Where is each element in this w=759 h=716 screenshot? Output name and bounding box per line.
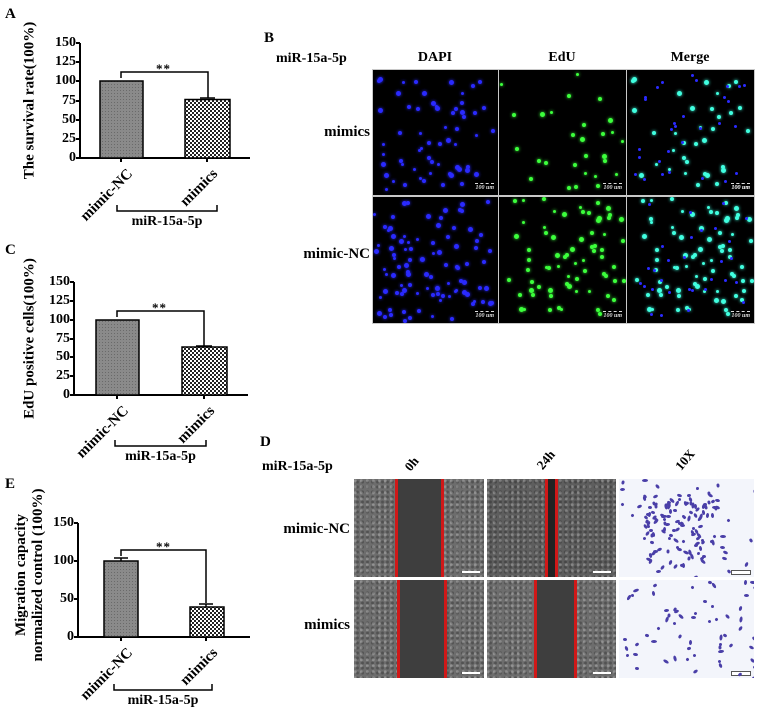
image-mimic-nc-edu: 100 um — [499, 197, 626, 323]
column-header-edu: EdU — [548, 50, 576, 65]
chart-c-edu-positive: EdU positive cells(100%) 0 25 50 75 100 … — [0, 240, 260, 470]
image-mimics-merge: 100 um 100 um — [627, 70, 754, 195]
image-mimic-nc-24h — [487, 479, 616, 577]
group-label: miR-15a-5p — [127, 693, 199, 708]
y-tick: 50 — [60, 591, 74, 606]
image-mimics-0h — [354, 580, 484, 678]
column-header-24h: 24h — [533, 447, 558, 473]
column-header-0h: 0h — [401, 453, 422, 474]
row-label-mimics: mimics — [324, 124, 370, 140]
y-tick: 75 — [62, 93, 76, 108]
panel-label-b: B — [264, 30, 275, 46]
y-tick: 50 — [62, 112, 76, 127]
panel-label-e: E — [5, 476, 16, 492]
image-mimics-edu: 100 um — [499, 70, 626, 195]
chart-c-plot — [70, 281, 248, 447]
image-mimic-nc-transwell — [619, 479, 754, 577]
y-tick: 0 — [63, 387, 70, 402]
y-tick: 150 — [53, 515, 74, 530]
row-label-mimic-nc: mimic-NC — [283, 521, 350, 537]
image-mimic-nc-merge: 100 um — [627, 197, 754, 323]
y-tick: 0 — [69, 150, 76, 165]
chart-a-plot — [76, 42, 250, 212]
y-tick: 125 — [49, 293, 70, 308]
significance-marker: ** — [156, 61, 171, 76]
image-mimic-nc-0h — [354, 479, 484, 577]
y-tick: 100 — [53, 553, 74, 568]
row-label-mimics: mimics — [304, 617, 350, 633]
image-mimic-nc-dapi: 100 um — [373, 197, 498, 323]
y-tick: 0 — [67, 629, 74, 644]
row-group-header: miR-15a-5p — [262, 459, 333, 474]
y-tick: 150 — [55, 35, 76, 50]
y-tick: 25 — [62, 131, 76, 146]
image-mimics-dapi: 100 um — [373, 70, 498, 195]
panel-label-d: D — [260, 434, 271, 450]
fluorescence-image-grid: 100 um 100 um 100 um 100 um 100 um 100 um… — [372, 69, 755, 324]
column-header-10x: 10X — [671, 446, 698, 474]
column-header-merge: Merge — [670, 50, 710, 65]
y-tick: 25 — [56, 368, 70, 383]
panel-label-a: A — [5, 6, 16, 22]
row-group-header: miR-15a-5p — [276, 51, 347, 66]
chart-e-plot — [74, 522, 250, 691]
row-label-mimic-nc: mimic-NC — [303, 246, 370, 262]
y-tick: 75 — [56, 331, 70, 346]
y-tick: 150 — [49, 274, 70, 289]
y-tick: 100 — [55, 73, 76, 88]
chart-e-migration-capacity: Migration capacity normalized control (1… — [0, 470, 260, 716]
y-tick: 50 — [56, 349, 70, 364]
group-label: miR-15a-5p — [125, 449, 196, 464]
image-mimics-transwell — [619, 580, 754, 678]
column-header-dapi: DAPI — [417, 50, 453, 65]
chart-a-survival-rate: The survival rate(100%) 0 25 — [0, 0, 260, 240]
panel-label-c: C — [5, 242, 16, 258]
y-tick: 125 — [55, 54, 76, 69]
significance-marker: ** — [156, 539, 171, 554]
y-tick: 100 — [49, 312, 70, 327]
group-label: miR-15a-5p — [131, 214, 203, 229]
image-mimics-24h — [487, 580, 616, 678]
significance-marker: ** — [152, 300, 167, 315]
